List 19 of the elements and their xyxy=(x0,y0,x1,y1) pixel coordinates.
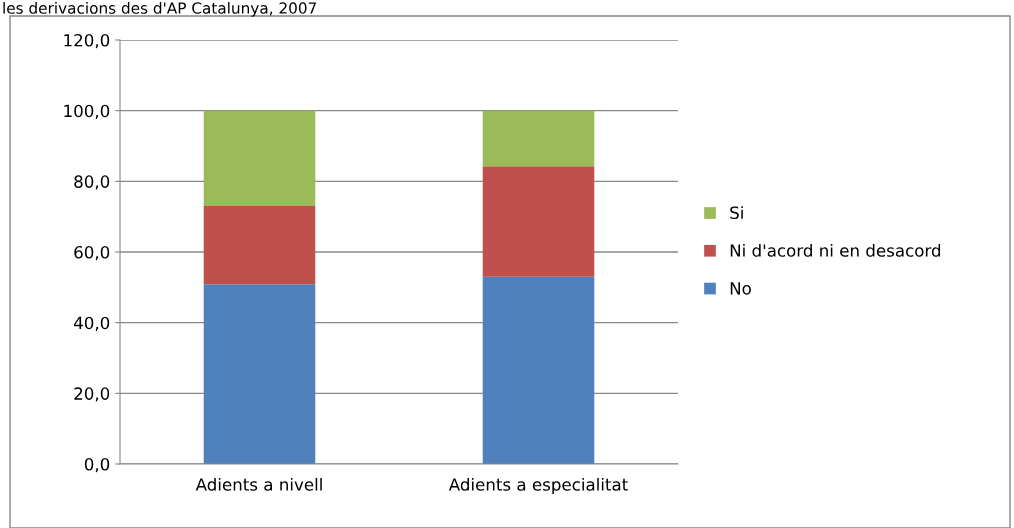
legend-label: Si xyxy=(730,206,743,220)
bar xyxy=(482,276,595,464)
bar xyxy=(203,110,316,207)
x-tick-label: Adients a nivell xyxy=(195,477,322,491)
x-tick-label: Adients a especialitat xyxy=(448,477,628,495)
y-tick-label: 80,0 xyxy=(74,175,110,190)
y-tick-label: 40,0 xyxy=(73,316,110,331)
bar xyxy=(482,166,595,277)
bar xyxy=(482,110,595,167)
chart-title: les derivacions des d'AP Catalunya, 2007 xyxy=(3,2,316,17)
bar xyxy=(203,206,316,285)
y-tick-label: 100,0 xyxy=(64,104,110,119)
y-tick-label: 60,0 xyxy=(74,245,110,261)
legend-label: Ni d'acord ni en desacord xyxy=(730,243,941,257)
bar xyxy=(203,284,316,464)
y-tick-label: 120,0 xyxy=(64,33,110,49)
y-tick-label: 0,0 xyxy=(84,457,110,473)
y-tick-label: 20,0 xyxy=(74,387,110,402)
legend-label: No xyxy=(730,282,751,295)
